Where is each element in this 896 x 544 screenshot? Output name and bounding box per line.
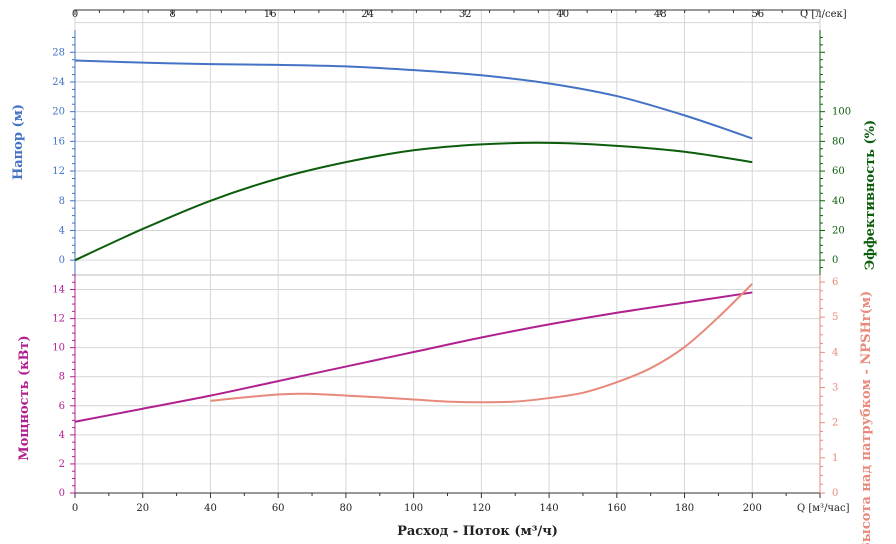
x-tick-label: 120: [472, 503, 491, 514]
x-top-tick-label: 48: [654, 9, 667, 20]
npshr-curve: [210, 283, 753, 404]
x-unit-label: Q [м³/час]: [797, 503, 850, 514]
power-tick-label: 10: [52, 343, 65, 354]
x-tick-label: 200: [743, 503, 762, 514]
x-top-tick-label: 32: [459, 9, 472, 20]
efficiency-curve: [74, 141, 753, 262]
x-tick-label: 40: [204, 503, 217, 514]
efficiency-tick-label: 60: [832, 166, 845, 177]
head-curve: [74, 59, 753, 140]
efficiency-tick-label: 40: [832, 196, 845, 207]
x-tick-label: 180: [675, 503, 694, 514]
x-top-tick-label: 0: [72, 9, 78, 20]
efficiency-axis-title: Эффективность (%): [863, 120, 878, 270]
x-top-unit-label: Q [л/сек]: [800, 9, 847, 20]
x-tick-label: 100: [404, 503, 423, 514]
power-tick-label: 0: [59, 488, 65, 499]
power-tick-label: 14: [52, 285, 65, 296]
efficiency-tick-label: 100: [832, 107, 851, 118]
x-tick-label: 20: [136, 503, 149, 514]
head-tick-label: 8: [59, 196, 65, 207]
labels: 0 20 40 60 80 100 120 140 160 180 200 Q [м³/час]Рас…: [11, 9, 878, 544]
x-top-tick-label: 24: [361, 9, 374, 20]
head-tick-label: 24: [52, 77, 65, 88]
power-tick-label: 4: [59, 430, 65, 441]
efficiency-tick-label: 80: [832, 136, 845, 147]
efficiency-tick-label: 0: [832, 255, 838, 266]
x-tick-label: 0: [72, 503, 78, 514]
power-curve: [74, 291, 753, 423]
power-tick-label: 8: [59, 372, 65, 383]
npshr-tick-label: 0: [832, 488, 838, 499]
power-tick-label: 12: [52, 314, 65, 325]
series: [74, 59, 753, 423]
head-tick-label: 12: [52, 166, 65, 177]
head-tick-label: 20: [52, 107, 65, 118]
x-tick-label: 80: [340, 503, 353, 514]
x-tick-label: 60: [272, 503, 285, 514]
npshr-tick-label: 3: [832, 383, 838, 394]
axes: [70, 9, 825, 498]
head-tick-label: 28: [52, 47, 65, 58]
power-tick-label: 6: [59, 401, 65, 412]
head-axis-title: Напор (м): [11, 104, 26, 180]
x-top-tick-label: 40: [556, 9, 569, 20]
x-top-tick-label: 16: [264, 9, 277, 20]
power-axis-title: Мощность (кВт): [17, 335, 32, 460]
head-tick-label: 16: [52, 136, 65, 147]
npshr-axis-title: Высота над патрубком - NPSHr(м): [859, 291, 874, 544]
npshr-tick-label: 5: [832, 312, 838, 323]
npshr-tick-label: 2: [832, 418, 838, 429]
x-top-tick-label: 56: [751, 9, 764, 20]
power-tick-label: 2: [59, 459, 65, 470]
x-tick-label: 160: [607, 503, 626, 514]
grid: [74, 9, 821, 494]
x-tick-label: 140: [540, 503, 559, 514]
head-tick-label: 4: [59, 225, 65, 236]
x-axis-title: Расход - Поток (м³/ч): [397, 524, 558, 539]
npshr-tick-label: 4: [832, 347, 838, 358]
npshr-tick-label: 6: [832, 277, 838, 288]
npshr-tick-label: 1: [832, 453, 838, 464]
efficiency-tick-label: 20: [832, 225, 845, 236]
head-tick-label: 0: [59, 255, 65, 266]
x-top-tick-label: 8: [169, 9, 175, 20]
